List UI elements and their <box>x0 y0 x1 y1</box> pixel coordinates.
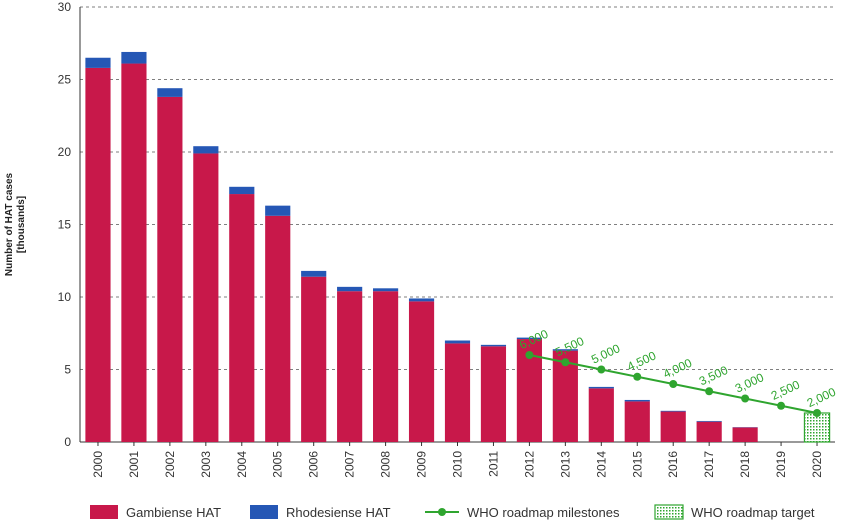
legend-label: Gambiense HAT <box>126 505 221 520</box>
legend-swatch <box>90 505 118 519</box>
rhodesiense-bar <box>337 286 363 292</box>
x-tick-label: 2007 <box>343 451 357 478</box>
rhodesiense-bar <box>85 57 111 68</box>
milestone-label: 3,000 <box>733 370 766 396</box>
milestone-label: 2,500 <box>769 377 802 403</box>
x-tick-label: 2009 <box>415 451 429 478</box>
rhodesiense-bar <box>480 344 507 347</box>
rhodesiense-bar <box>552 349 578 351</box>
x-tick-label: 2006 <box>307 451 321 478</box>
gambiense-bar <box>265 215 291 442</box>
rhodesiense-bar <box>624 399 650 402</box>
milestone-point <box>813 409 822 417</box>
milestone-point <box>777 401 786 410</box>
rhodesiense-bar <box>516 337 542 340</box>
x-tick-label: 2011 <box>486 451 500 477</box>
gambiense-bar <box>732 427 758 442</box>
gambiense-bar <box>444 343 471 442</box>
rhodesiense-bar <box>660 410 686 412</box>
x-tick-label: 2015 <box>630 451 644 478</box>
rhodesiense-bar <box>157 88 183 97</box>
legend-label: WHO roadmap target <box>691 505 815 520</box>
x-tick-label: 2020 <box>810 451 824 478</box>
rhodesiense-bar <box>588 386 614 389</box>
rhodesiense-bar <box>193 146 219 154</box>
y-axis-label: Number of HAT cases[thousands] <box>4 172 27 276</box>
gambiense-bar <box>193 153 219 442</box>
milestone-point <box>633 372 642 381</box>
milestone-point <box>669 380 678 388</box>
gambiense-bar <box>588 388 614 442</box>
rhodesiense-bar <box>373 288 399 292</box>
legend-label: Rhodesiense HAT <box>286 505 391 520</box>
x-tick-label: 2003 <box>199 451 213 478</box>
rhodesiense-bar <box>265 205 291 216</box>
milestone-label: 5,000 <box>589 341 622 367</box>
gambiense-bar <box>301 276 327 442</box>
milestone-point <box>741 394 750 403</box>
rhodesiense-bar <box>121 51 147 64</box>
gambiense-bar <box>121 63 147 443</box>
x-tick-label: 2014 <box>594 451 608 478</box>
milestone-label: 2,000 <box>805 385 838 411</box>
gambiense-bar <box>337 291 363 442</box>
gambiense-bar <box>157 96 183 443</box>
legend-swatch-marker <box>438 508 446 516</box>
x-tick-label: 2012 <box>522 451 536 478</box>
rhodesiense-bar <box>444 340 471 344</box>
x-tick-label: 2013 <box>558 451 572 478</box>
gambiense-bar <box>229 194 255 442</box>
x-tick-label: 2019 <box>774 451 788 478</box>
legend-label: WHO roadmap milestones <box>467 505 620 520</box>
x-tick-label: 2005 <box>271 451 285 478</box>
x-tick-label: 2018 <box>738 451 752 478</box>
rhodesiense-bar <box>696 420 722 422</box>
gambiense-bar <box>373 291 399 442</box>
gambiense-bar <box>85 67 111 443</box>
x-tick-label: 2016 <box>666 451 680 478</box>
y-tick-label: 0 <box>64 435 71 449</box>
gambiense-bar <box>480 346 507 442</box>
y-tick-label: 15 <box>58 218 72 232</box>
y-tick-label: 10 <box>58 290 72 304</box>
milestone-point <box>525 351 534 359</box>
milestone-point <box>561 358 570 367</box>
x-tick-label: 2000 <box>91 451 105 478</box>
y-tick-label: 30 <box>58 0 72 14</box>
roadmap-target-box <box>803 412 831 443</box>
milestone-label: 3,500 <box>697 363 730 389</box>
gambiense-bar <box>624 401 650 442</box>
y-tick-label: 25 <box>58 73 72 87</box>
milestone-label: 4,500 <box>625 348 658 374</box>
gambiense-bar <box>696 421 722 442</box>
milestone-point <box>597 365 606 374</box>
x-tick-label: 2010 <box>451 451 465 478</box>
x-tick-label: 2001 <box>127 451 141 478</box>
y-tick-label: 20 <box>58 145 72 159</box>
x-tick-label: 2008 <box>379 451 393 478</box>
legend-swatch <box>250 505 278 519</box>
x-tick-label: 2002 <box>163 451 177 478</box>
legend-swatch <box>654 504 684 520</box>
y-tick-label: 5 <box>64 363 71 377</box>
x-tick-label: 2017 <box>702 451 716 478</box>
gambiense-bar <box>660 411 686 442</box>
milestone-point <box>705 387 714 396</box>
gambiense-bar <box>408 301 435 442</box>
x-tick-label: 2004 <box>235 451 249 478</box>
rhodesiense-bar <box>408 298 435 302</box>
milestone-label: 4,000 <box>661 356 694 382</box>
rhodesiense-bar <box>301 270 327 277</box>
rhodesiense-bar <box>229 186 255 195</box>
